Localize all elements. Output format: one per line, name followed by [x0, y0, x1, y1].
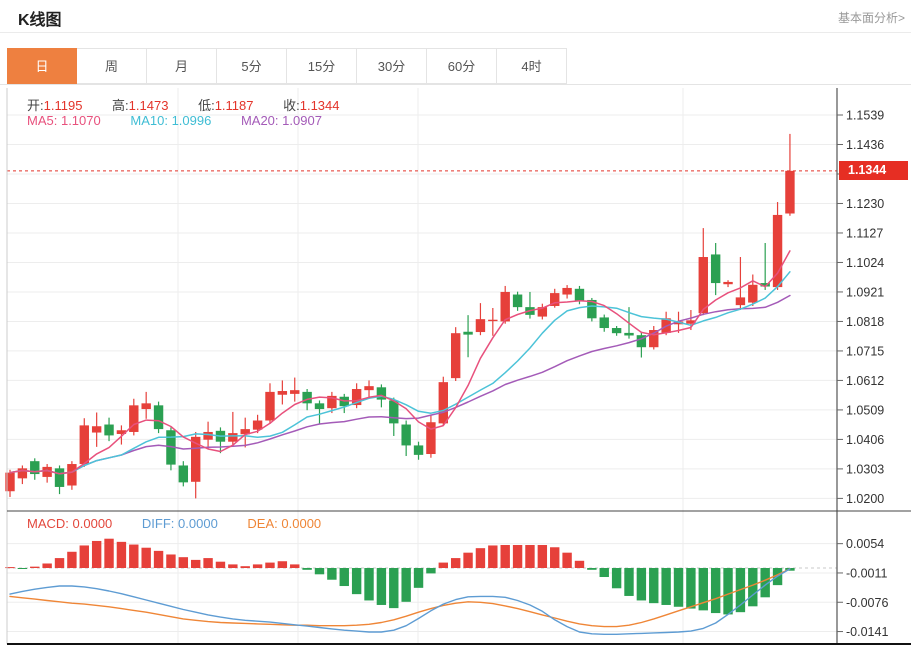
ma10-value: 1.0996: [171, 113, 212, 128]
ma5-value: 1.1070: [60, 113, 101, 128]
period-tab-5[interactable]: 30分: [357, 48, 427, 84]
chart-area[interactable]: 1.1539 1.1436 1.1230 1.1127 1.1024 1.0921 1.08…: [0, 88, 911, 649]
svg-text:1.0406: 1.0406: [846, 433, 884, 447]
page-title: K线图: [18, 12, 62, 29]
ma20-label: MA20:: [240, 113, 279, 128]
svg-text:-0.0141: -0.0141: [846, 625, 888, 639]
close-value: 1.1344: [299, 98, 340, 113]
ma-legend: MA5: 1.1070 MA10: 1.0996 MA20: 1.0907: [27, 113, 322, 128]
svg-text:-0.0076: -0.0076: [846, 596, 888, 610]
widget-header: K线图 基本面分析>: [0, 0, 911, 33]
svg-text:1.1539: 1.1539: [846, 109, 884, 123]
period-tab-3[interactable]: 5分: [217, 48, 287, 84]
svg-text:1.0818: 1.0818: [846, 315, 884, 329]
candlestick-macd-chart: 1.1539 1.1436 1.1230 1.1127 1.1024 1.0921 1.08…: [5, 88, 911, 645]
macd-label: MACD:: [27, 516, 69, 531]
dea-label: DEA:: [247, 516, 278, 531]
open-value: 1.1195: [43, 98, 83, 113]
svg-text:1.0715: 1.0715: [846, 344, 884, 358]
period-tab-7[interactable]: 4时: [497, 48, 567, 84]
open-label: 开:: [27, 98, 44, 113]
macd-legend: MACD: 0.0000 DIFF: 0.0000 DEA: 0.0000: [27, 516, 321, 531]
ma10-label: MA10:: [130, 113, 168, 128]
diff-value: 0.0000: [178, 516, 218, 531]
period-tab-6[interactable]: 60分: [427, 48, 497, 84]
ma20-value: 1.0907: [282, 113, 322, 128]
period-tab-4[interactable]: 15分: [287, 48, 357, 84]
svg-text:1.1230: 1.1230: [846, 197, 884, 211]
close-label: 收:: [283, 98, 300, 113]
ohlc-legend: 开:1.1195 高:1.1473 低:1.1187 收:1.1344: [27, 95, 340, 114]
svg-text:1.1127: 1.1127: [846, 226, 883, 240]
macd-value: 0.0000: [72, 516, 113, 531]
period-tab-2[interactable]: 月: [147, 48, 217, 84]
svg-text:-0.0011: -0.0011: [846, 566, 888, 580]
high-value: 1.1473: [128, 98, 169, 113]
svg-text:1.0303: 1.0303: [846, 462, 884, 476]
period-tab-0[interactable]: 日: [7, 48, 77, 84]
svg-text:1.0921: 1.0921: [846, 285, 884, 299]
fundamental-analysis-link[interactable]: 基本面分析>: [837, 11, 905, 25]
dea-value: 0.0000: [281, 516, 322, 531]
svg-text:1.0612: 1.0612: [846, 374, 884, 388]
svg-text:1.1024: 1.1024: [846, 256, 884, 270]
ma5-label: MA5:: [27, 113, 58, 128]
high-label: 高:: [112, 98, 129, 113]
period-tab-1[interactable]: 周: [77, 48, 147, 84]
svg-text:1.0509: 1.0509: [846, 403, 884, 417]
last-price-tag: 1.1344: [839, 161, 908, 180]
svg-text:1.0200: 1.0200: [846, 492, 884, 506]
svg-text:0.0054: 0.0054: [846, 537, 884, 551]
period-tabbar: 日周月 5分 15分 30分 60分 4时: [0, 48, 911, 85]
svg-text:1.1436: 1.1436: [846, 138, 884, 152]
low-label: 低:: [198, 98, 215, 113]
diff-label: DIFF:: [141, 516, 175, 531]
low-value: 1.1187: [214, 98, 254, 113]
